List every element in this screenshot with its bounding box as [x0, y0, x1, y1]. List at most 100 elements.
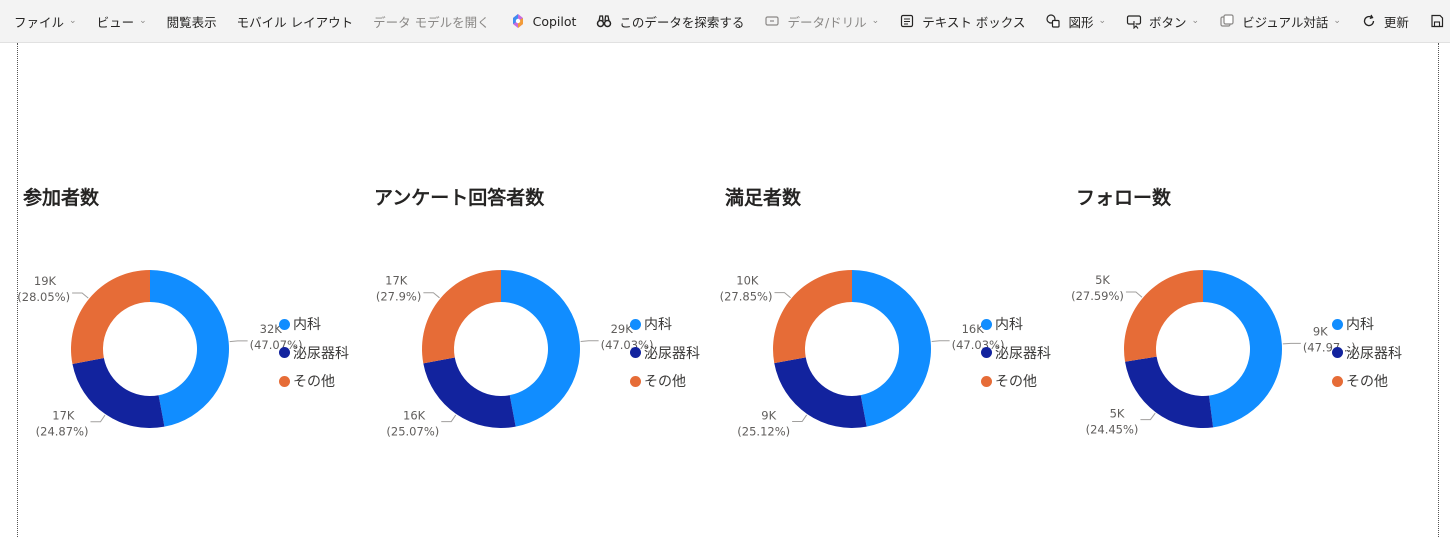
save-button[interactable] — [1429, 0, 1450, 42]
refresh-button[interactable]: 更新 — [1361, 0, 1409, 42]
legend-item-internal[interactable]: 内科 — [630, 310, 700, 339]
donut-slice-other[interactable] — [422, 270, 501, 364]
donut-slice-urology[interactable] — [774, 357, 867, 428]
buttons-menu[interactable]: ボタン ⌄ — [1126, 0, 1199, 42]
donut-chart-follow-up[interactable]: フォロー数 9K (47.97...) 5K (24.45%) 5K (27.59%) 内… — [1070, 43, 1420, 537]
donut-slice-urology[interactable] — [1125, 356, 1214, 428]
data-label-percent: (25.07%) — [386, 425, 439, 439]
data-label-value: 17K — [52, 409, 75, 423]
legend-label: その他 — [995, 374, 1037, 391]
refresh-label: 更新 — [1383, 14, 1409, 30]
legend-item-urology[interactable]: 泌尿器科 — [1332, 339, 1402, 368]
legend-marker — [630, 375, 641, 387]
legend-label: 内科 — [1346, 317, 1374, 334]
legend-label: その他 — [1346, 374, 1388, 391]
donut-chart-survey-respondents[interactable]: アンケート回答者数 29K (47.03%) 16K (25.07%) 17K (27.9… — [368, 43, 718, 537]
leader-line — [931, 340, 950, 343]
legend-item-other[interactable]: その他 — [981, 367, 1051, 396]
data-label-percent: (27.85%) — [720, 290, 773, 304]
chart-title: フォロー数 — [1076, 187, 1172, 209]
visual-interactions-menu[interactable]: ビジュアル対話 ⌄ — [1219, 0, 1341, 42]
legend-item-urology[interactable]: 泌尿器科 — [279, 339, 349, 368]
mobile-layout-label: モバイル レイアウト — [236, 14, 354, 30]
leader-line — [441, 414, 457, 423]
donut-slice-internal[interactable] — [852, 270, 931, 427]
text-box-icon — [899, 13, 915, 29]
data-label-value: 5K — [1110, 407, 1125, 421]
legend-marker — [630, 318, 641, 330]
donut-slice-other[interactable] — [773, 270, 852, 364]
chart-legend[interactable]: 内科泌尿器科その他 — [630, 310, 700, 396]
buttons-label: ボタン — [1149, 14, 1187, 30]
chart-legend[interactable]: 内科泌尿器科その他 — [1332, 310, 1402, 396]
donut-slice-urology[interactable] — [72, 357, 165, 429]
donut-chart-satisfied[interactable]: 満足者数 16K (47.03%) 9K (25.12%) 10K (27.85%) 内科… — [719, 43, 1069, 537]
data-label-value: 10K — [736, 274, 759, 288]
legend-item-urology[interactable]: 泌尿器科 — [981, 339, 1051, 368]
leader-line — [1125, 291, 1143, 298]
donut-slice-other[interactable] — [70, 270, 150, 365]
leader-line — [580, 340, 599, 343]
legend-marker — [1332, 375, 1343, 387]
file-menu[interactable]: ファイル ⌄ — [14, 0, 77, 42]
chart-legend[interactable]: 内科 泌尿器科 その他 — [981, 310, 1051, 396]
legend-item-internal[interactable]: 内科 — [1332, 310, 1402, 339]
save-icon — [1429, 13, 1445, 29]
report-toolbar: ファイル ⌄ ビュー ⌄ 閲覧表示 モバイル レイアウト データ モデルを開く Co… — [0, 0, 1450, 43]
leader-line — [1140, 412, 1156, 421]
mobile-layout-button[interactable]: モバイル レイアウト — [236, 0, 354, 42]
reading-view-label: 閲覧表示 — [166, 14, 217, 30]
donut-slice-other[interactable] — [1124, 270, 1203, 362]
chevron-down-icon: ⌄ — [1098, 16, 1106, 26]
legend-item-urology[interactable]: 泌尿器科 — [630, 339, 700, 368]
explore-data-label: このデータを探索する — [619, 14, 745, 30]
data-label-value: 9K — [761, 409, 776, 423]
view-menu-label: ビュー — [96, 14, 135, 30]
legend-label: 泌尿器科 — [644, 345, 700, 362]
legend-marker — [279, 347, 290, 359]
leader-line — [774, 292, 791, 299]
legend-item-internal[interactable]: 内科 — [981, 310, 1051, 339]
leader-line — [1282, 342, 1301, 345]
open-data-model-button[interactable]: データ モデルを開く — [373, 0, 490, 42]
legend-marker — [981, 318, 992, 330]
legend-item-other[interactable]: その他 — [630, 367, 700, 396]
explore-data-button[interactable]: このデータを探索する — [596, 0, 745, 42]
legend-marker — [279, 375, 290, 387]
donut-slice-urology[interactable] — [423, 357, 516, 428]
drill-icon — [764, 13, 780, 29]
open-data-model-label: データ モデルを開く — [373, 14, 490, 30]
legend-item-other[interactable]: その他 — [1332, 367, 1402, 396]
donut-slice-internal[interactable] — [501, 270, 580, 427]
legend-item-internal[interactable]: 内科 — [279, 310, 349, 339]
data-label-percent: (24.87%) — [36, 425, 89, 439]
data-label-percent: (27.59%) — [1071, 289, 1124, 303]
legend-marker — [981, 375, 992, 387]
donut-slice-internal[interactable] — [1203, 270, 1283, 428]
copilot-label: Copilot — [532, 13, 577, 29]
donut-slice-internal[interactable] — [150, 270, 229, 427]
view-menu[interactable]: ビュー ⌄ — [96, 0, 147, 42]
chart-legend[interactable]: 内科泌尿器科その他 — [279, 310, 349, 396]
data-drill-menu[interactable]: データ/ドリル ⌄ — [764, 0, 880, 42]
chevron-down-icon: ⌄ — [139, 16, 147, 26]
legend-marker — [630, 347, 641, 359]
data-label-value: 16K — [962, 322, 985, 336]
chart-title: 参加者数 — [23, 187, 100, 209]
chevron-down-icon: ⌄ — [871, 16, 880, 26]
text-box-label: テキスト ボックス — [922, 14, 1026, 30]
legend-label: 泌尿器科 — [293, 345, 349, 362]
text-box-button[interactable]: テキスト ボックス — [899, 0, 1026, 42]
data-label-value: 29K — [611, 322, 634, 336]
reading-view-button[interactable]: 閲覧表示 — [166, 0, 217, 42]
shapes-menu[interactable]: 図形 ⌄ — [1045, 0, 1106, 42]
data-drill-label: データ/ドリル — [787, 14, 867, 30]
donut-chart-participants[interactable]: 参加者数 32K (47.07%) 17K (24.87%) 19K (28.05%) 内… — [17, 43, 367, 537]
visual-interactions-label: ビジュアル対話 — [1242, 14, 1329, 30]
donut-plot: 32K (47.07%) 17K (24.87%) 19K (28.05%) — [17, 270, 302, 439]
legend-label: 内科 — [644, 317, 672, 334]
refresh-icon — [1361, 13, 1377, 29]
copilot-button[interactable]: Copilot — [510, 0, 577, 42]
data-label-value: 19K — [34, 274, 57, 288]
legend-item-other[interactable]: その他 — [279, 367, 349, 396]
